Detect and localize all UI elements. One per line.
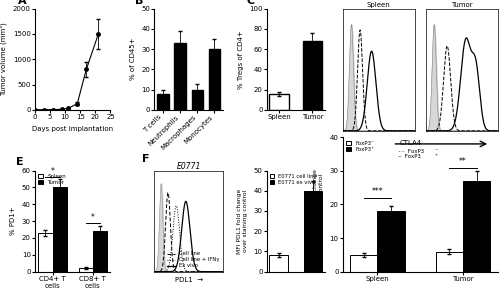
Bar bbox=[378, 211, 404, 272]
Y-axis label: % of CD45+: % of CD45+ bbox=[130, 38, 136, 81]
Bar bbox=[192, 90, 202, 110]
Text: *: * bbox=[50, 167, 54, 176]
Text: CTLA4: CTLA4 bbox=[400, 140, 422, 146]
Bar bbox=[79, 268, 93, 272]
Bar bbox=[436, 251, 463, 272]
Text: E: E bbox=[16, 158, 24, 167]
Y-axis label: MFI CTLA-4 fold change
over staining control: MFI CTLA-4 fold change over staining con… bbox=[314, 169, 324, 240]
Text: A: A bbox=[18, 0, 27, 5]
Y-axis label: Tumor volume (mm³): Tumor volume (mm³) bbox=[0, 22, 8, 96]
Bar bbox=[350, 255, 378, 272]
Text: **: ** bbox=[459, 157, 467, 166]
Text: ⁻: ⁻ bbox=[435, 149, 438, 154]
Text: ⁺: ⁺ bbox=[435, 154, 438, 159]
Bar bbox=[463, 181, 490, 272]
Legend: Cell line, Cell line + IFNγ, Ex vivo: Cell line, Cell line + IFNγ, Ex vivo bbox=[166, 251, 220, 269]
Title: Spleen: Spleen bbox=[367, 2, 390, 8]
Title: E0771: E0771 bbox=[176, 162, 201, 171]
Bar bbox=[304, 191, 322, 272]
Y-axis label: MFI PDL1 fold change
over staining control: MFI PDL1 fold change over staining contr… bbox=[237, 188, 248, 254]
Legend: Spleen, Tumor: Spleen, Tumor bbox=[38, 173, 66, 186]
Legend: FoxP3⁻, FoxP3⁺: FoxP3⁻, FoxP3⁺ bbox=[346, 140, 374, 152]
Bar bbox=[270, 255, 288, 272]
Legend: E0771 cell line, E0771 ex vivo: E0771 cell line, E0771 ex vivo bbox=[270, 173, 318, 185]
Bar bbox=[174, 43, 186, 110]
Text: -- FoxP3: -- FoxP3 bbox=[398, 149, 423, 154]
Bar bbox=[302, 41, 322, 110]
Text: ***: *** bbox=[372, 187, 383, 196]
Bar bbox=[52, 187, 66, 272]
X-axis label: PDL1  →: PDL1 → bbox=[174, 277, 203, 283]
Bar bbox=[158, 94, 168, 110]
Bar bbox=[38, 233, 52, 272]
Title: Tumor: Tumor bbox=[450, 2, 472, 8]
Bar bbox=[270, 94, 289, 110]
Bar bbox=[208, 49, 220, 110]
Y-axis label: % PD1+: % PD1+ bbox=[10, 207, 16, 236]
Text: C: C bbox=[246, 0, 254, 5]
Text: B: B bbox=[135, 0, 143, 5]
Text: — FoxP3: — FoxP3 bbox=[398, 154, 420, 159]
X-axis label: Days post implantation: Days post implantation bbox=[32, 125, 114, 131]
Text: *: * bbox=[91, 213, 95, 222]
Bar bbox=[93, 231, 107, 272]
Y-axis label: % Tregs of CD4+: % Tregs of CD4+ bbox=[238, 30, 244, 88]
Text: F: F bbox=[142, 154, 150, 164]
